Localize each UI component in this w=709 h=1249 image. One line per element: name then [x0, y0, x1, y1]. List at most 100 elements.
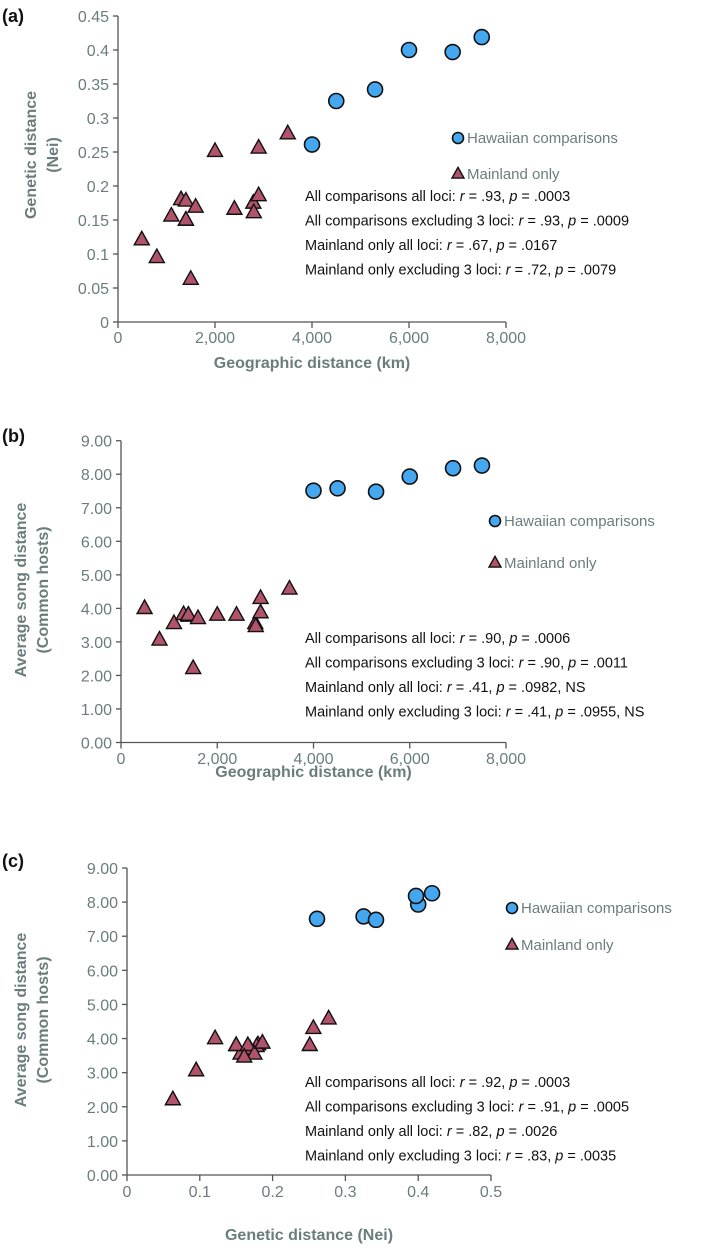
panel-a: (a) 0 0.05 0.1 0.15 0.2 0.25 0.3 0.35 0.4 0.45 0 2,0…: [2, 6, 629, 372]
stats-annotation: All comparisons all loci: r = .92, p = .…: [305, 1075, 570, 1091]
stats-annotation: All comparisons excluding 3 loci: r = .9…: [305, 1100, 629, 1116]
data-point-mainland: [227, 605, 246, 621]
x-axis-title: Genetic distance (Nei): [225, 1227, 393, 1244]
data-point-mainland: [247, 616, 265, 633]
data-point-mainland: [208, 605, 226, 621]
panel-label: (b): [2, 426, 25, 446]
y-tick-label: 0.35: [78, 77, 109, 94]
data-point-hawaiian: [473, 457, 491, 474]
y-tick-label: 0.00: [81, 736, 112, 753]
panel-label: (c): [2, 851, 24, 871]
x-tick-label: 0.3: [334, 1184, 356, 1201]
y-tick-label: 8.00: [87, 895, 118, 912]
data-point-mainland: [150, 630, 169, 646]
data-point-mainland: [182, 269, 200, 285]
data-point-hawaiian: [401, 468, 419, 485]
y-axis-title: Genetic distance: [23, 91, 40, 219]
data-point-hawaiian: [423, 884, 441, 902]
stats-annotation: Mainland only excluding 3 loci: r = .41,…: [305, 705, 644, 721]
data-point-mainland: [251, 602, 270, 619]
x-axis-title: Geographic distance (km): [214, 355, 411, 372]
y-axis-title: (Common hosts): [35, 956, 52, 1083]
data-point-mainland: [179, 605, 198, 621]
data-point-mainland: [148, 247, 166, 264]
data-point-mainland: [245, 1044, 264, 1060]
x-tick-label: 4,000: [293, 751, 333, 768]
data-point-hawaiian: [367, 911, 385, 929]
data-point-mainland: [249, 185, 268, 202]
data-point-mainland: [235, 1047, 253, 1063]
data-point-mainland: [135, 598, 154, 615]
x-tick-label: 0: [114, 330, 123, 347]
data-point-mainland: [165, 613, 183, 630]
data-point-mainland: [304, 1018, 323, 1035]
data-point-hawaiian: [308, 910, 326, 928]
y-tick-label: 0.45: [78, 9, 109, 26]
y-tick-label: 9.00: [87, 861, 118, 878]
data-point-mainland: [206, 1028, 224, 1045]
data-point-hawaiian: [400, 41, 418, 59]
data-point-mainland: [177, 191, 195, 207]
data-point-mainland: [184, 658, 202, 675]
legend-label-hawaiian: Hawaiian comparisons: [504, 513, 655, 530]
data-point-mainland: [186, 197, 205, 213]
y-tick-label: 5.00: [81, 568, 112, 585]
stats-annotation: Mainland only excluding 3 loci: r = .72,…: [305, 263, 616, 279]
stats-annotation: All comparisons all loci: r = .93, p = .…: [305, 189, 570, 205]
data-point-mainland: [187, 1060, 205, 1077]
y-tick-label: 0.1: [87, 247, 109, 264]
y-tick-label: 7.00: [81, 501, 112, 518]
data-point-mainland: [227, 1035, 245, 1052]
stats-annotation: Mainland only excluding 3 loci: r = .83,…: [305, 1149, 616, 1165]
y-tick-label: 0.4: [87, 43, 109, 60]
x-tick-label: 0: [123, 1184, 132, 1201]
y-axis-title: (Common hosts): [35, 526, 52, 653]
panel-c: (c) 0.00 1.00 2.00 3.00 4.00 5.00 6.00 7.00 8.00 9…: [2, 851, 672, 1244]
x-tick-label: 6,000: [390, 751, 430, 768]
legend-marker-hawaiian: [488, 514, 502, 528]
data-point-mainland: [249, 138, 268, 154]
stats-annotation: Mainland only all loci: r = .82, p = .00…: [305, 1124, 557, 1140]
data-point-mainland: [164, 1089, 182, 1106]
data-point-hawaiian: [303, 136, 321, 153]
data-point-hawaiian: [305, 482, 322, 499]
data-point-mainland: [301, 1035, 319, 1052]
y-tick-label: 0.05: [78, 281, 109, 298]
data-point-mainland: [279, 123, 297, 140]
x-tick-label: 8,000: [486, 751, 526, 768]
legend-label-mainland: Mainland only: [504, 555, 597, 572]
legend-marker-mainland: [450, 165, 466, 179]
y-tick-label: 0.25: [78, 145, 109, 162]
data-point-mainland: [239, 1035, 257, 1052]
y-tick-label: 7.00: [87, 929, 118, 946]
legend-marker-mainland: [487, 554, 503, 568]
data-point-mainland: [319, 1008, 338, 1025]
legend-label-mainland: Mainland only: [467, 166, 560, 183]
data-point-hawaiian: [329, 480, 346, 497]
data-point-hawaiian: [444, 43, 461, 61]
data-point-hawaiian: [444, 459, 462, 477]
y-tick-label: 0.15: [78, 213, 109, 230]
data-point-mainland: [280, 579, 299, 595]
y-axis-title: Average song distance: [13, 503, 30, 678]
stats-annotation: All comparisons all loci: r = .90, p = .…: [305, 631, 570, 647]
panel-label: (a): [2, 6, 24, 26]
legend-label-hawaiian: Hawaiian comparisons: [467, 130, 618, 147]
y-tick-label: 4.00: [81, 601, 112, 618]
data-point-hawaiian: [407, 887, 425, 905]
stats-annotation: All comparisons excluding 3 loci: r = .9…: [305, 214, 629, 230]
x-tick-label: 0: [117, 751, 126, 768]
x-tick-label: 0.4: [407, 1184, 429, 1201]
data-point-hawaiian: [367, 483, 385, 500]
stats-annotation: Mainland only all loci: r = .41, p = .09…: [305, 680, 586, 696]
x-tick-label: 4,000: [292, 330, 332, 347]
y-tick-label: 3.00: [87, 1066, 118, 1083]
panel-b: (b) 0.00 1.00 2.00 3.00 4.00 5.00 6.00 7.00 8.00 9…: [2, 426, 655, 781]
data-point-mainland: [251, 588, 270, 605]
data-point-mainland: [189, 608, 207, 625]
y-tick-label: 1.00: [81, 702, 112, 719]
data-point-hawaiian: [473, 28, 491, 46]
stats-annotation: All comparisons excluding 3 loci: r = .9…: [305, 656, 628, 672]
y-tick-label: 6.00: [81, 534, 112, 551]
